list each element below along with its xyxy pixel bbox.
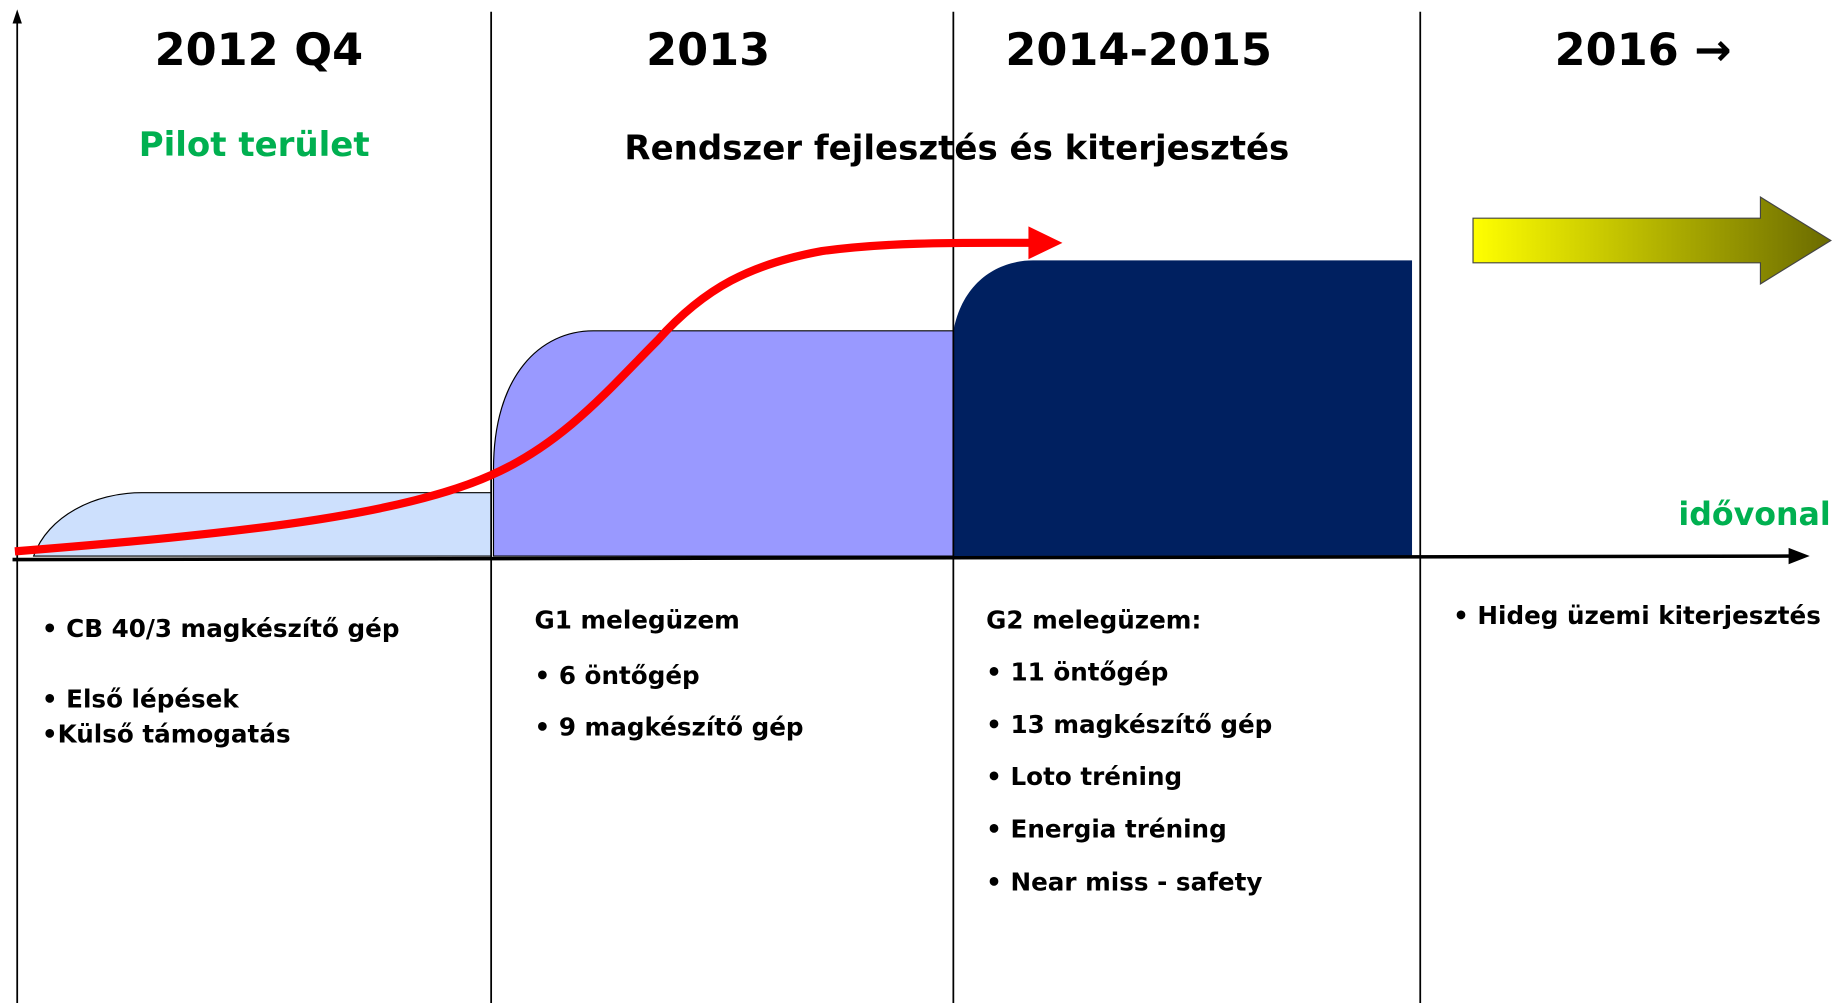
- axis-label: idővonal: [1678, 497, 1830, 533]
- period-item: • Energia tréning: [986, 815, 1227, 844]
- stage-2-shape: [492, 330, 954, 557]
- future-arrow: [1472, 196, 1832, 285]
- growth-curve: [14, 238, 1034, 556]
- period-title: 2016 →: [1555, 24, 1732, 76]
- period-item: • 11 öntőgép: [986, 657, 1168, 686]
- period-title: 2012 Q4: [155, 24, 363, 76]
- period-item: •Külső támogatás: [42, 720, 291, 749]
- period-item: • Near miss - safety: [986, 867, 1262, 896]
- period-item: • 13 magkészítő gép: [986, 710, 1272, 739]
- period-item: G2 melegüzem:: [986, 606, 1201, 635]
- period-title: 2013: [646, 24, 770, 76]
- period-title: 2014-2015: [1005, 24, 1272, 76]
- period-item: • 9 magkészítő gép: [535, 712, 804, 741]
- period-item: • Hideg üzemi kiterjesztés: [1453, 601, 1821, 630]
- time-axis-arrow: [1788, 547, 1810, 565]
- phase-label: Pilot terület: [139, 125, 370, 165]
- period-item: G1 melegüzem: [535, 606, 740, 635]
- phase-label: Rendszer fejlesztés és kiterjesztés: [624, 129, 1289, 169]
- time-axis: [12, 554, 1796, 562]
- vertical-axis-arrow: [12, 9, 22, 24]
- growth-curve-arrow: [1028, 226, 1063, 260]
- period-item: • CB 40/3 magkészítő gép: [42, 614, 400, 643]
- stage-3-shape: [953, 260, 1413, 557]
- period-item: • 6 öntőgép: [535, 661, 700, 690]
- period-item: • Loto tréning: [986, 762, 1182, 791]
- period-item: • Első lépések: [42, 684, 240, 713]
